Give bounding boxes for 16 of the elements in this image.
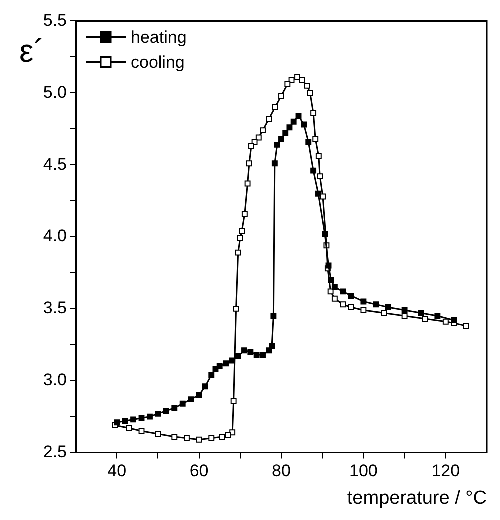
y-tick-label: 5.5 <box>43 10 67 30</box>
y-tick-label: 2.5 <box>43 442 67 462</box>
y-tick-label: 4.5 <box>43 154 67 174</box>
x-tick-label: 100 <box>350 462 378 481</box>
text: 4.0 <box>43 226 67 246</box>
text: 5.0 <box>43 82 67 102</box>
x-tick-label: 80 <box>272 462 291 481</box>
x-tick-label: 60 <box>190 462 209 481</box>
legend-label: heating <box>131 28 187 47</box>
text: 3.0 <box>43 370 67 390</box>
legend-label: cooling <box>131 52 185 72</box>
y-tick-label: 3.5 <box>43 298 67 318</box>
x-axis-title: temperature / °C <box>347 488 487 509</box>
x-tick-label: 120 <box>432 462 460 481</box>
y-axis-title: ε´ <box>20 33 44 70</box>
x-tick-label: 40 <box>108 462 127 481</box>
